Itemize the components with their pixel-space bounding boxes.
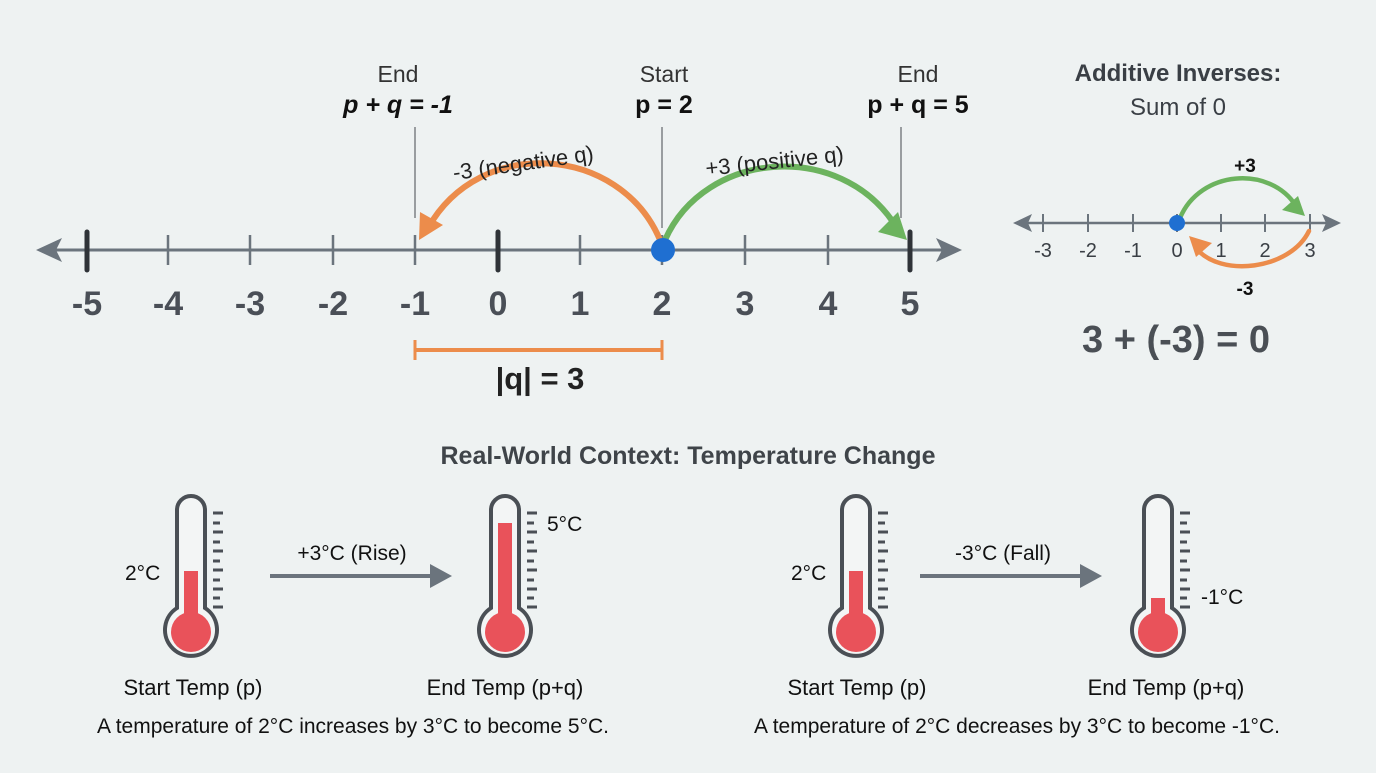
magnitude-bracket: |q| = 3 bbox=[413, 340, 664, 396]
marker-header: End bbox=[378, 61, 419, 87]
small-origin-dot bbox=[1169, 215, 1185, 231]
small-tick-label: 0 bbox=[1171, 240, 1182, 262]
thermometer-rise-start bbox=[163, 494, 223, 658]
main-number-line: -5 -4 -3 -2 -1 0 1 2 3 4 5 End p + q = -… bbox=[36, 61, 969, 396]
fall-change-label: -3°C (Fall) bbox=[955, 542, 1051, 565]
small-tick-label: 3 bbox=[1304, 240, 1315, 262]
rise-caption: A temperature of 2°C increases by 3°C to… bbox=[97, 715, 609, 738]
panel-title-line2: Sum of 0 bbox=[1130, 94, 1226, 121]
scale-marks bbox=[213, 511, 223, 609]
tick-label: 3 bbox=[736, 285, 755, 323]
small-tick-label: -1 bbox=[1124, 240, 1142, 262]
tick-label: -5 bbox=[72, 285, 102, 323]
tick-labels: -5 -4 -3 -2 -1 0 1 2 3 4 5 bbox=[72, 285, 920, 323]
tick-label: 2 bbox=[653, 285, 672, 323]
marker-end-left: End p + q = -1 bbox=[342, 61, 453, 119]
tick-label: 0 bbox=[489, 285, 508, 323]
inverse-equation: 3 + (-3) = 0 bbox=[1082, 319, 1270, 361]
marker-start: Start p = 2 bbox=[635, 61, 693, 119]
rise-change-label: +3°C (Rise) bbox=[297, 542, 406, 565]
major-ticks bbox=[84, 229, 913, 273]
marker-equation: p + q = 5 bbox=[867, 91, 969, 119]
small-orange-arrowhead-icon bbox=[1189, 236, 1212, 257]
rise-arrow-icon bbox=[430, 564, 452, 588]
tick-label: -2 bbox=[318, 285, 348, 323]
right-arrowhead-icon bbox=[936, 238, 962, 262]
marker-equation: p = 2 bbox=[635, 91, 693, 119]
rise-start-value: 2°C bbox=[125, 562, 160, 585]
small-negative-arc bbox=[1193, 228, 1312, 269]
thermometer-fall-start bbox=[828, 494, 888, 658]
small-negative-label: -3 bbox=[1237, 279, 1254, 300]
small-tick-label: -2 bbox=[1079, 240, 1097, 262]
small-tick-labels: -3 -2 -1 0 1 2 3 bbox=[1034, 240, 1315, 262]
small-green-arrowhead-icon bbox=[1282, 196, 1305, 216]
left-arrowhead-icon bbox=[36, 238, 62, 262]
small-left-arrowhead-icon bbox=[1013, 214, 1032, 232]
temperature-section: Real-World Context: Temperature Change 2… bbox=[97, 442, 1280, 738]
thermometer-fall-end bbox=[1130, 494, 1190, 658]
tick-label: -4 bbox=[153, 285, 183, 323]
additive-inverses-panel: Additive Inverses: Sum of 0 -3 -2 -1 0 1… bbox=[1013, 60, 1341, 361]
section-title: Real-World Context: Temperature Change bbox=[441, 442, 936, 470]
panel-title-line1: Additive Inverses: bbox=[1075, 60, 1282, 87]
marker-header: End bbox=[898, 61, 939, 87]
fall-end-name: End Temp (p+q) bbox=[1088, 675, 1245, 700]
marker-end-right: End p + q = 5 bbox=[867, 61, 969, 119]
rise-start-name: Start Temp (p) bbox=[124, 675, 263, 700]
tick-label: 5 bbox=[901, 285, 920, 323]
small-tick-label: 2 bbox=[1259, 240, 1270, 262]
thermometer-rise-end bbox=[477, 494, 537, 658]
small-right-arrowhead-icon bbox=[1322, 214, 1341, 232]
marker-header: Start bbox=[640, 61, 689, 87]
small-positive-arc bbox=[1177, 176, 1299, 221]
start-point-dot bbox=[651, 238, 675, 262]
tick-label: 4 bbox=[819, 285, 838, 323]
tick-label: -1 bbox=[400, 285, 430, 323]
small-positive-label: +3 bbox=[1234, 156, 1256, 177]
scale-marks bbox=[878, 511, 888, 609]
rise-end-value: 5°C bbox=[547, 513, 582, 536]
orange-arrowhead-icon bbox=[419, 212, 443, 240]
fall-start-name: Start Temp (p) bbox=[788, 675, 927, 700]
tick-label: 1 bbox=[571, 285, 590, 323]
magnitude-label: |q| = 3 bbox=[496, 361, 585, 396]
fall-arrow-icon bbox=[1080, 564, 1102, 588]
rise-end-name: End Temp (p+q) bbox=[427, 675, 584, 700]
tick-label: -3 bbox=[235, 285, 265, 323]
marker-equation: p + q = -1 bbox=[342, 91, 453, 119]
negative-arc-label: -3 (negative q) bbox=[451, 141, 595, 185]
negative-jump-arc: -3 (negative q) bbox=[419, 141, 663, 243]
green-arrowhead-icon bbox=[878, 212, 907, 240]
small-tick-label: 1 bbox=[1215, 240, 1226, 262]
marker-guide-lines bbox=[414, 127, 902, 228]
scale-marks bbox=[1180, 511, 1190, 609]
positive-jump-arc: +3 (positive q) bbox=[662, 141, 907, 243]
fall-end-value: -1°C bbox=[1201, 586, 1243, 609]
scale-marks bbox=[527, 511, 537, 609]
fall-caption: A temperature of 2°C decreases by 3°C to… bbox=[754, 715, 1280, 738]
fall-start-value: 2°C bbox=[791, 562, 826, 585]
small-tick-label: -3 bbox=[1034, 240, 1052, 262]
